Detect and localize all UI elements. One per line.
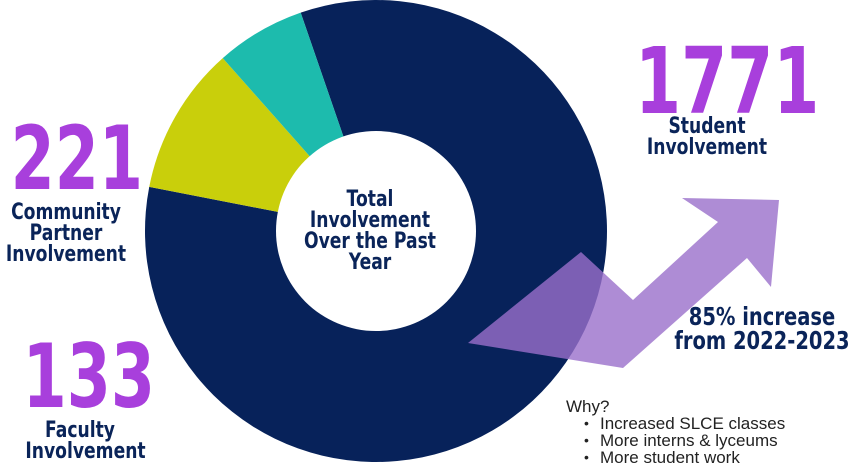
student-value: 1771 (635, 28, 820, 135)
why-heading: Why? (566, 397, 610, 416)
community-value: 221 (10, 107, 143, 210)
why-section: Why? Increased SLCE classes More interns… (566, 398, 785, 466)
faculty-label: Faculty Involvement (25, 418, 146, 464)
why-list: Increased SLCE classes More interns & ly… (566, 415, 785, 466)
center-title: Total Involvement Over the Past Year (303, 187, 436, 275)
why-item: More interns & lyceums (584, 432, 785, 449)
student-label: Student Involvement (646, 114, 768, 160)
community-label: Community Partner Involvement (5, 200, 127, 267)
why-item: More student work (584, 449, 785, 466)
donut-hole (276, 131, 476, 331)
increase-line2: from 2022-2023 (674, 325, 850, 355)
growth-arrow-icon (468, 198, 779, 368)
increase-line1: 85% increase (688, 302, 836, 331)
faculty-value: 133 (22, 325, 155, 428)
increase-text: 85% increase from 2022-2023 (668, 302, 852, 355)
why-item: Increased SLCE classes (584, 415, 785, 432)
